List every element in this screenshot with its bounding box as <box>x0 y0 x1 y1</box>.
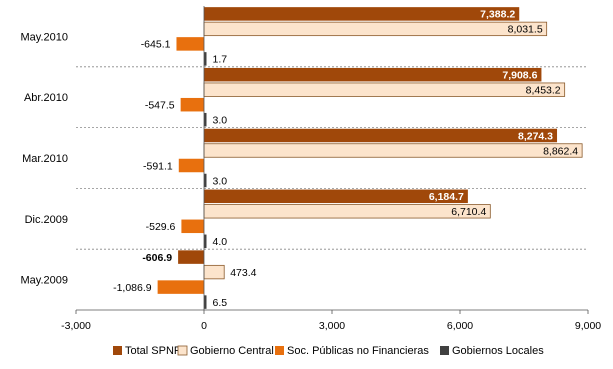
bar-gobierno-central <box>203 264 225 280</box>
legend-label: Gobiernos Locales <box>452 345 544 357</box>
data-label: 473.4 <box>230 267 256 279</box>
data-label: 7,388.2 <box>480 9 515 21</box>
bar-total-spnf <box>204 67 542 82</box>
bar-gobiernos-locales <box>204 52 207 66</box>
bar-gobiernos-locales <box>204 173 207 188</box>
legend-label: Gobierno Central <box>190 345 274 357</box>
x-tick-label: -3,000 <box>61 320 91 332</box>
legend-swatch <box>113 346 122 355</box>
category-label: Mar.2010 <box>22 153 68 165</box>
data-label: 8,274.3 <box>518 130 553 142</box>
bar-soc-p-blicas-no-financieras <box>176 37 204 51</box>
data-label: -606.9 <box>142 252 172 264</box>
data-label: -529.6 <box>146 221 176 233</box>
data-label: 3.0 <box>213 115 228 127</box>
data-label: -591.1 <box>143 160 173 172</box>
data-label: 8,031.5 <box>508 24 543 36</box>
data-label: 8,862.4 <box>543 145 578 157</box>
category-label: Dic.2009 <box>25 214 68 226</box>
bar-gobiernos-locales <box>204 234 207 249</box>
data-label: 8,453.2 <box>526 85 561 97</box>
bar-gobiernos-locales <box>204 295 207 309</box>
bar-total-spnf <box>204 128 558 143</box>
category-label: Abr.2010 <box>24 92 68 104</box>
data-label: 1.7 <box>213 54 228 66</box>
bar-soc-p-blicas-no-financieras <box>180 97 204 112</box>
category-label: May.2010 <box>21 31 69 43</box>
bar-gobierno-central <box>203 204 491 219</box>
bar-soc-p-blicas-no-financieras <box>157 280 204 294</box>
data-label: 6,710.4 <box>451 206 486 218</box>
data-label: -645.1 <box>141 39 171 51</box>
legend-label: Total SPNF <box>125 345 181 357</box>
data-label: 6,184.7 <box>429 191 464 203</box>
legend-swatch <box>440 346 449 355</box>
legend-swatch <box>275 346 284 355</box>
data-label: -547.5 <box>145 100 175 112</box>
x-tick-label: 9,000 <box>575 320 601 332</box>
bar-soc-p-blicas-no-financieras <box>178 158 204 173</box>
category-label: May.2009 <box>21 275 69 287</box>
bar-gobiernos-locales <box>204 112 207 127</box>
bar-gobierno-central <box>203 21 548 37</box>
bar-gobierno-central <box>203 143 583 158</box>
x-tick-label: 0 <box>201 320 207 332</box>
bar-soc-p-blicas-no-financieras <box>181 219 204 234</box>
bar-total-spnf <box>204 7 520 21</box>
legend-swatch <box>177 345 188 356</box>
bar-total-spnf <box>204 189 468 204</box>
bar-total-spnf <box>178 250 204 264</box>
x-tick-label: 3,000 <box>319 320 345 332</box>
data-label: -1,086.9 <box>113 282 152 294</box>
data-label: 3.0 <box>213 175 228 187</box>
legend-label: Soc. Públicas no Financieras <box>287 345 429 357</box>
bar-gobierno-central <box>203 82 566 97</box>
data-label: 7,908.6 <box>502 70 537 82</box>
data-label: 6.5 <box>213 297 228 309</box>
x-tick-label: 6,000 <box>447 320 473 332</box>
data-label: 4.0 <box>213 236 228 248</box>
